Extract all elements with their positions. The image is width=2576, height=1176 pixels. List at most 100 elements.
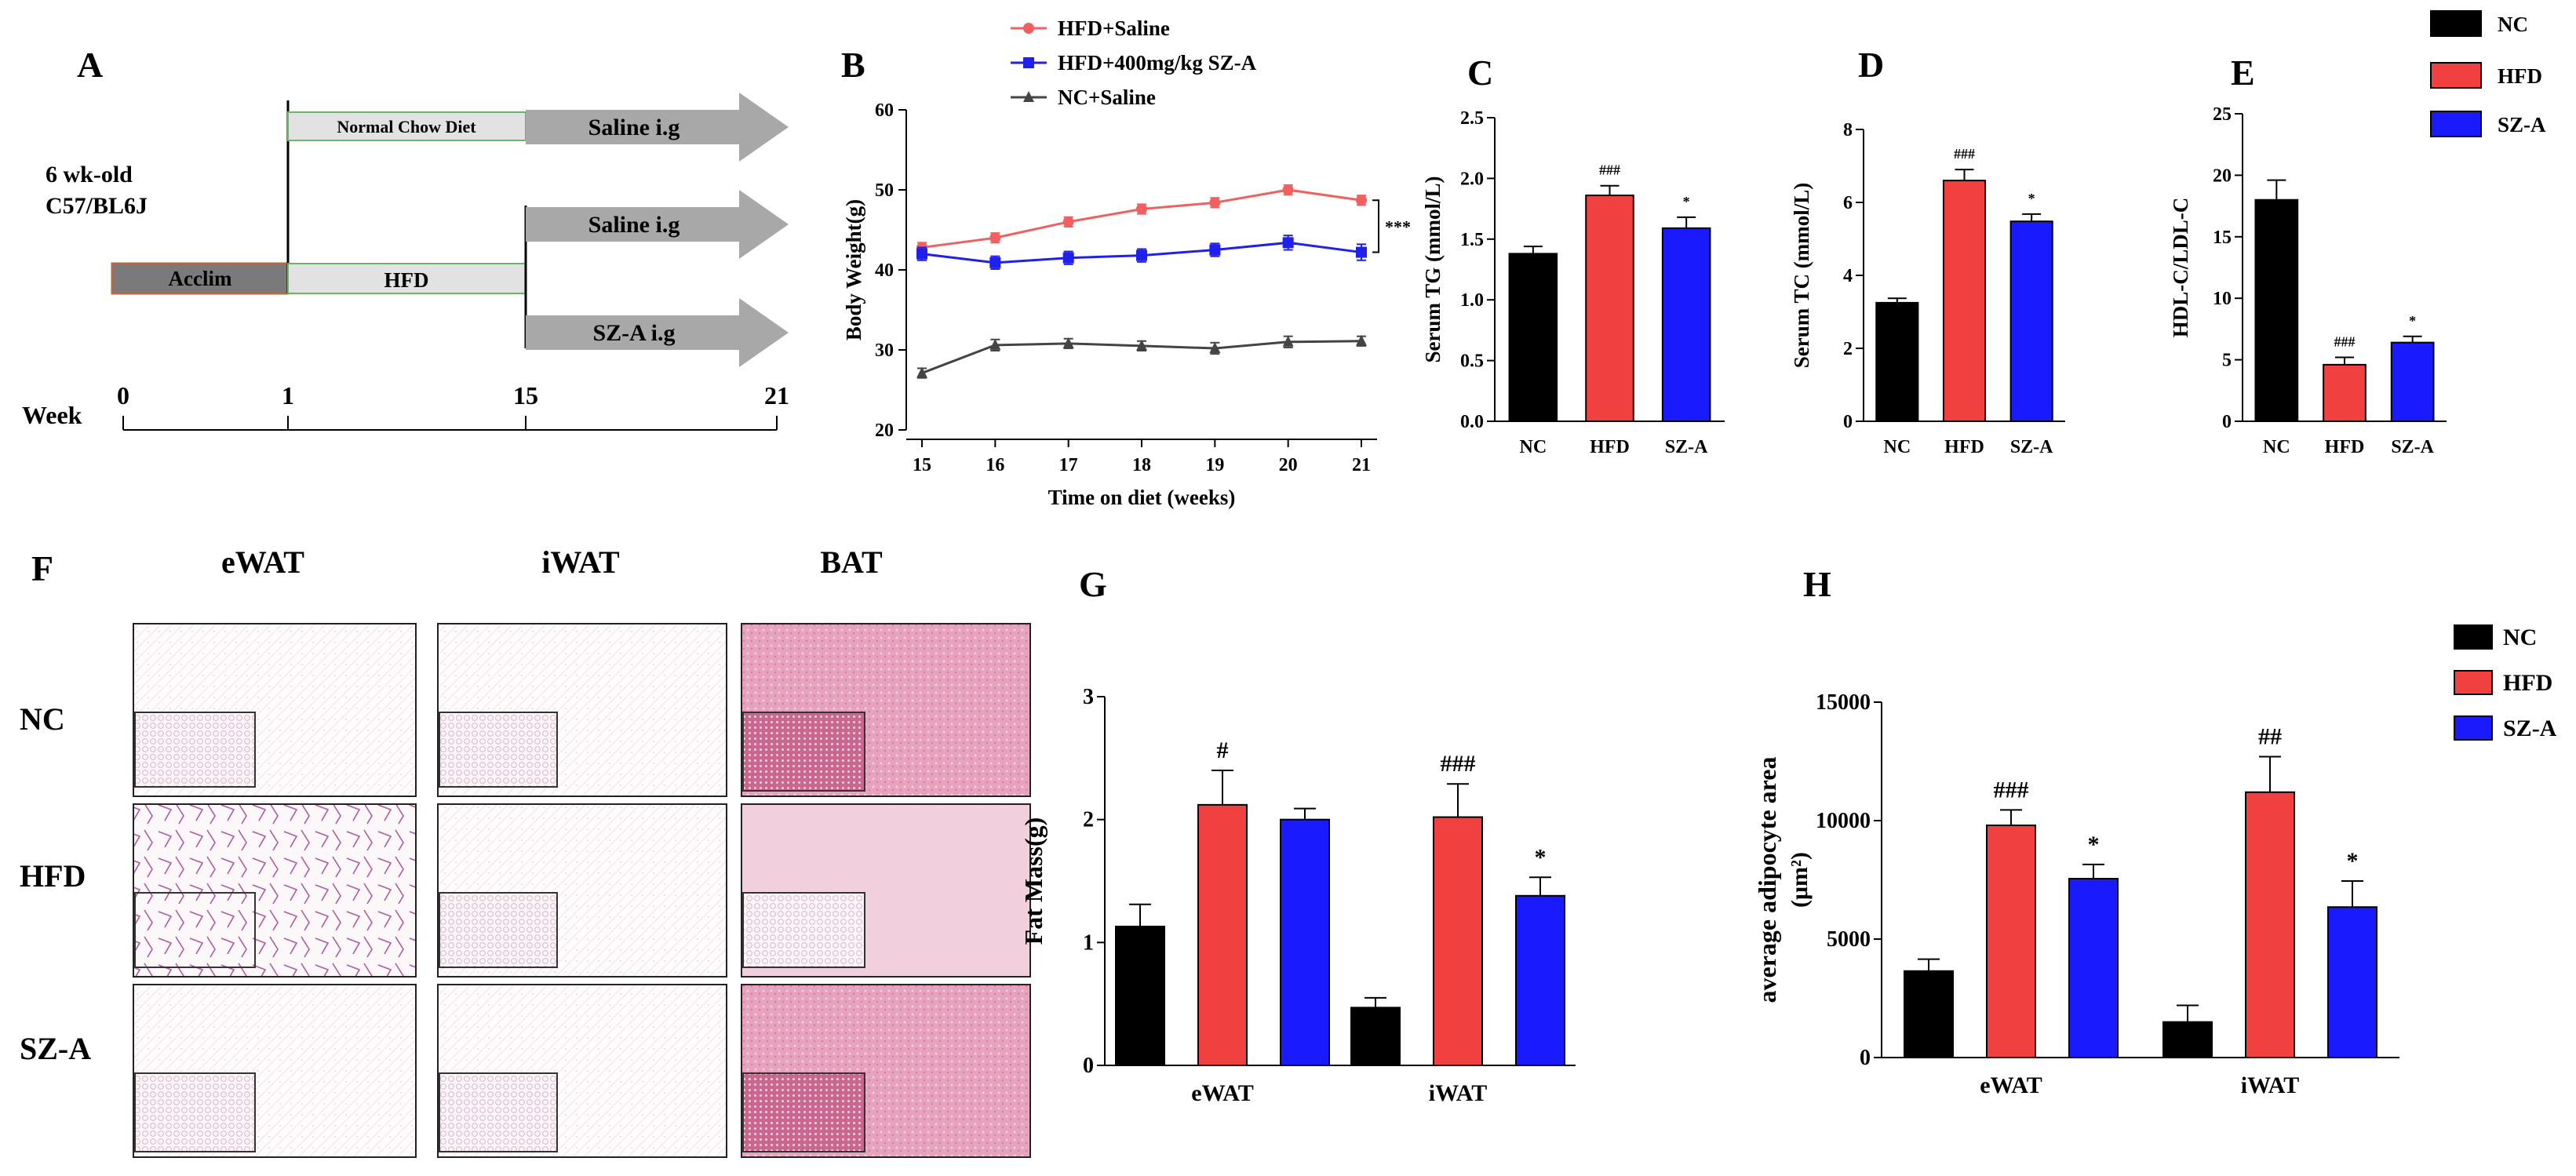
chart-D-x-tick-label: NC — [1883, 437, 1911, 457]
chart-G-x-tick-label: iWAT — [1429, 1080, 1487, 1106]
chart-E-y-tick-label: 20 — [2213, 166, 2232, 186]
chart-b-point — [1062, 252, 1074, 264]
histology-sza-ewat-inset — [134, 1072, 256, 1152]
panel-a-timeline: A 6 wk-old C57/BL6J Acclim Normal Chow D… — [22, 45, 789, 431]
week-0: 0 — [117, 381, 129, 410]
chart-H-legend-swatch — [2454, 715, 2493, 741]
hfd-box — [287, 263, 526, 294]
chart-E-y-tick-label: 10 — [2213, 289, 2232, 309]
chart-E-x-tick-label: SZ-A — [2391, 437, 2434, 457]
chart-G-y-tick-label: 0 — [1083, 1054, 1094, 1078]
chart-b-series-line-0 — [921, 188, 1362, 249]
chart-b-point — [989, 257, 1001, 268]
chart-b-legend-marker — [1023, 91, 1034, 102]
chart-D-x-tick-label: HFD — [1944, 437, 1984, 457]
chart-C-bar — [1661, 227, 1711, 423]
chart-H-y-axis-unit: (μm²) — [1787, 852, 1813, 908]
chart-b-point — [1062, 337, 1074, 348]
chart-D-bar — [1942, 180, 1987, 422]
chart-H-significance: * — [2347, 848, 2359, 874]
chart-b-significance: *** — [1385, 217, 1411, 236]
chart-G-bar — [1515, 894, 1565, 1067]
histology-hfd-ewat-inset — [134, 892, 256, 968]
chart-H-bar — [2162, 1021, 2213, 1058]
histology-col-bat: BAT — [820, 544, 883, 580]
chart-G-bar — [1115, 925, 1165, 1067]
chart-b-significance-bracket — [1372, 199, 1379, 253]
chart-E-x-tick-label: HFD — [2325, 437, 2365, 457]
histology-nc-iwat-inset — [439, 712, 558, 788]
panel-label-e: E — [2231, 53, 2255, 93]
chart-C-y-tick-label: 1.5 — [1460, 230, 1484, 250]
chart-H-x-tick-label: eWAT — [1980, 1072, 2042, 1098]
chart-b-y-tick-label: 50 — [875, 180, 894, 201]
week-21: 21 — [764, 381, 789, 410]
arrow-top-label: Saline i.g — [588, 115, 680, 140]
chart-b-point — [1136, 339, 1147, 351]
chart-b-point — [1356, 246, 1367, 258]
chart-D-y-axis-label: Serum TC (mmol/L) — [1790, 183, 1813, 369]
chart-b-legend-label: HFD+Saline — [1058, 16, 1170, 40]
panel-label-b: B — [841, 45, 865, 85]
chart-G-y-tick-label: 1 — [1083, 930, 1094, 955]
mouse-strain-line2: C57/BL6J — [46, 193, 148, 219]
chart-b-x-tick-label: 18 — [1132, 455, 1151, 475]
arrow-middle-label: Saline i.g — [588, 212, 680, 238]
chart-E-legend-label: NC — [2498, 13, 2528, 36]
chart-b-y-tick-label: 60 — [875, 100, 894, 121]
chart-b-point — [1356, 334, 1367, 346]
histology-sza-iwat-inset — [439, 1072, 558, 1152]
panel-label-h: H — [1803, 564, 1831, 604]
chart-D-significance: ### — [1954, 146, 1975, 162]
chart-C-significance: ### — [1599, 162, 1620, 178]
chart-b-point — [1209, 341, 1221, 353]
chart-E-y-tick-label: 15 — [2213, 228, 2232, 248]
chart-b-point — [1282, 184, 1294, 195]
chart-C-bar — [1585, 195, 1634, 423]
histology-row-sza: SZ-A — [20, 1031, 91, 1066]
chart-H-significance: ## — [2258, 723, 2282, 749]
chart-b-point — [1209, 197, 1221, 209]
panel-f-histology: F eWAT iWAT BAT NC HFD SZ-A — [20, 544, 1031, 1158]
chart-G-significance: # — [1217, 737, 1229, 763]
chart-b-point — [1136, 249, 1147, 261]
chart-b-point — [916, 248, 927, 260]
panel-b-body-weight-chart: B 20 30 40 50 60 15 16 17 18 19 20 21 Time on diet (… — [841, 16, 1411, 509]
chart-G-bar — [1350, 1007, 1401, 1067]
acclim-label: Acclim — [169, 267, 232, 290]
chart-G-bar — [1280, 818, 1330, 1066]
chart-H-legend-label: NC — [2503, 624, 2537, 650]
chart-G-y-axis-label: Fat Mass(g) — [1019, 817, 1048, 945]
panel-d-serum-tc-chart: D 0 2 4 6 8 NC HFD ### SZ-A * Serum TC (mmol/L) — [1790, 45, 2065, 457]
panel-label-a: A — [77, 45, 103, 85]
chart-E-bar — [2390, 341, 2435, 423]
mouse-strain-line1: 6 wk-old — [46, 162, 133, 188]
chart-H-y-axis-label: average adipocyte area — [1753, 757, 1781, 1003]
chart-b-x-axis-label: Time on diet (weeks) — [1048, 486, 1236, 509]
arrow-bottom — [526, 298, 789, 367]
chart-G-x-tick-label: eWAT — [1191, 1080, 1253, 1106]
chart-C-x-tick-label: NC — [1519, 437, 1547, 457]
chart-E-legend-label: SZ-A — [2498, 113, 2546, 137]
chart-H-significance: ### — [1994, 777, 2029, 803]
histology-col-iwat: iWAT — [541, 544, 620, 580]
arrow-top — [526, 93, 789, 162]
panel-e-hdl-ldl-chart: E 0 5 10 15 20 25 NC HFD ### SZ-A * HDL-C/LDL-C NC HF… — [2169, 10, 2546, 457]
histology-row-nc: NC — [20, 701, 65, 737]
chart-b-y-tick-label: 40 — [875, 260, 894, 281]
chart-H-legend-label: HFD — [2503, 670, 2552, 696]
chart-H-y-tick-label: 15000 — [1816, 690, 1871, 715]
chart-D-y-tick-label: 2 — [1843, 339, 1853, 359]
week-1: 1 — [282, 381, 294, 410]
chart-b-legend-label: NC+Saline — [1058, 86, 1156, 109]
chart-C-y-tick-label: 0.0 — [1460, 412, 1484, 432]
chart-H-significance: * — [2088, 832, 2100, 857]
chart-E-significance: * — [2409, 313, 2416, 329]
chart-G-significance: * — [1535, 844, 1547, 870]
histology-row-hfd: HFD — [20, 858, 86, 894]
chart-b-point — [1062, 216, 1074, 228]
chart-G-bar — [1433, 816, 1483, 1066]
chart-D-y-tick-label: 0 — [1843, 412, 1853, 432]
chart-E-x-tick-label: NC — [2263, 437, 2290, 457]
